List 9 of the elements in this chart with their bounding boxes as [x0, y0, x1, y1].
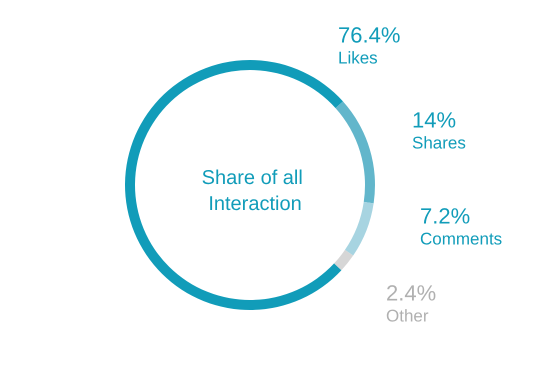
data-label: 76.4% [338, 22, 400, 48]
slice-label: Likes [338, 48, 378, 68]
slice-label: Shares [412, 134, 466, 152]
data-label: 7.2% [420, 204, 470, 228]
data-label: 14% [412, 108, 456, 132]
data-label: 2.4% [386, 280, 436, 306]
slice-label: Other [386, 306, 429, 326]
text: Share of all Interaction [202, 167, 308, 215]
slice-label: Comments [420, 230, 502, 248]
